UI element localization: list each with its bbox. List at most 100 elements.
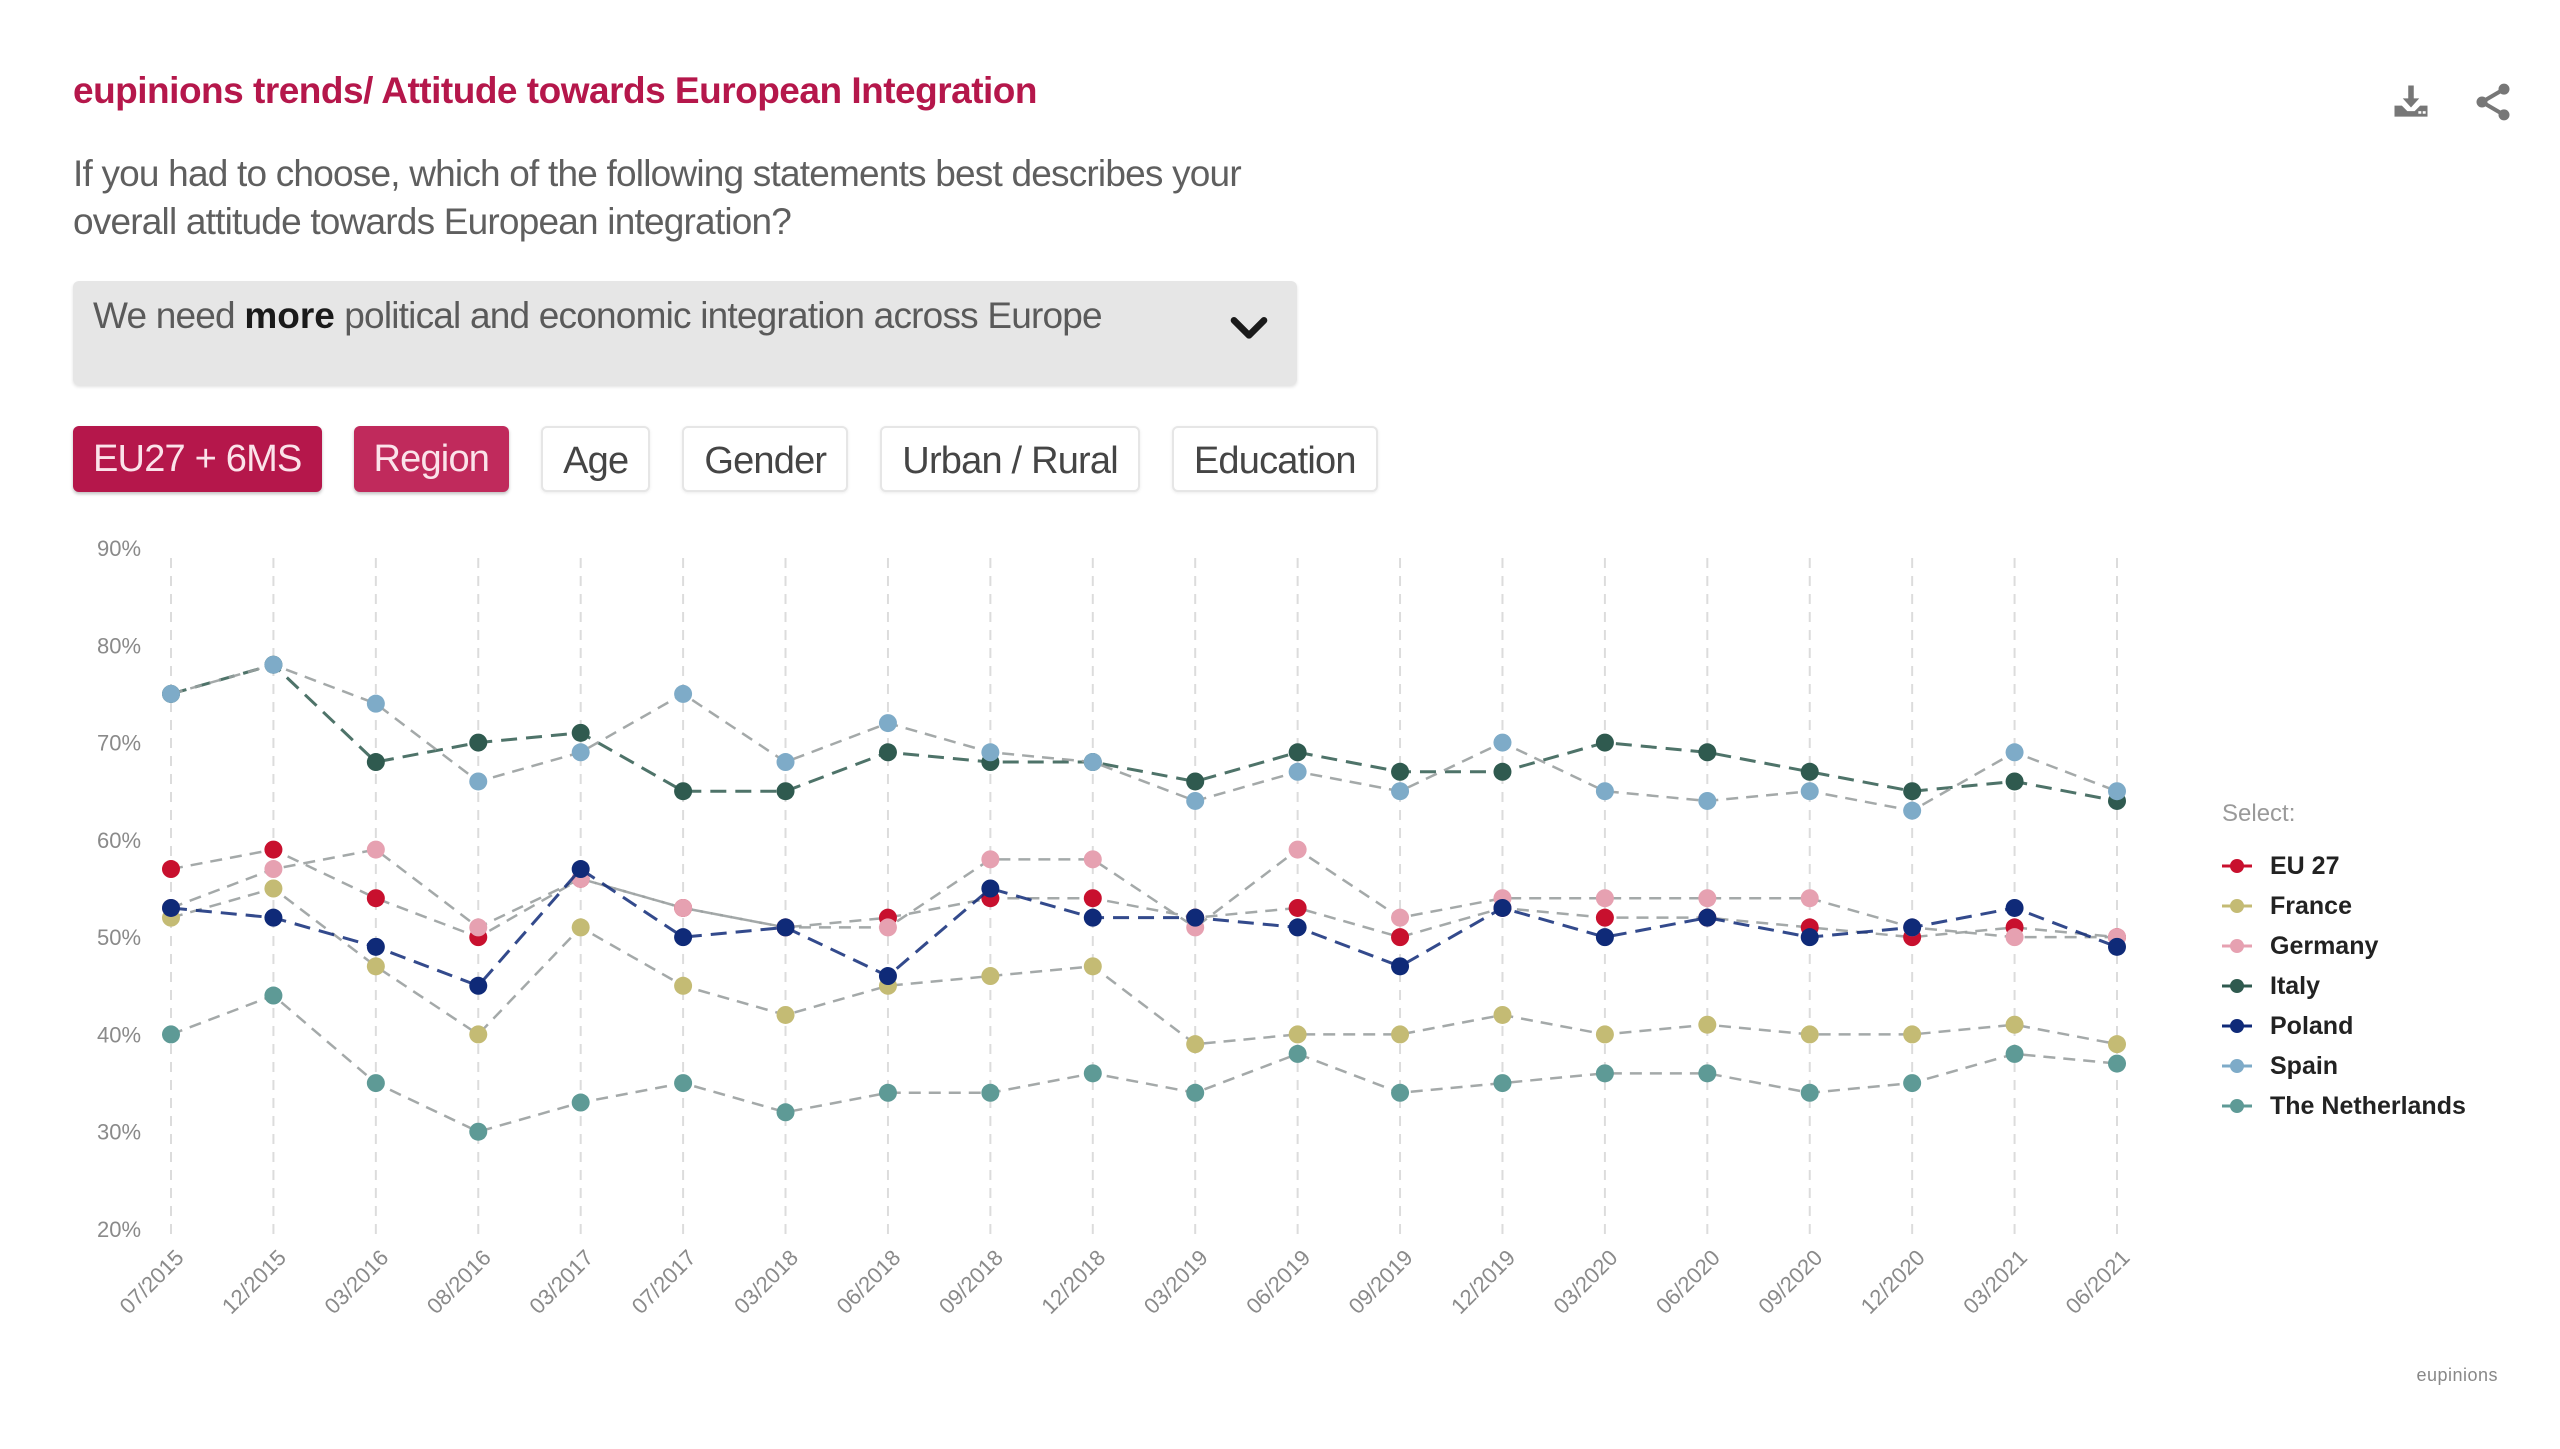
data-point[interactable] bbox=[674, 782, 693, 801]
data-point[interactable] bbox=[1698, 1064, 1717, 1083]
data-point[interactable] bbox=[469, 976, 488, 995]
data-point[interactable] bbox=[264, 879, 283, 898]
data-point[interactable] bbox=[878, 918, 897, 937]
data-point[interactable] bbox=[1083, 1064, 1102, 1083]
data-point[interactable] bbox=[162, 684, 180, 703]
data-point[interactable] bbox=[981, 967, 1000, 986]
data-point[interactable] bbox=[571, 1093, 590, 1112]
data-point[interactable] bbox=[1493, 762, 1512, 781]
data-point[interactable] bbox=[1903, 918, 1922, 937]
data-point[interactable] bbox=[1800, 1083, 1819, 1102]
data-point[interactable] bbox=[571, 743, 590, 762]
data-point[interactable] bbox=[981, 743, 1000, 762]
statement-dropdown[interactable]: We need more political and economic inte… bbox=[73, 281, 1297, 385]
data-point[interactable] bbox=[1595, 782, 1614, 801]
data-point[interactable] bbox=[2005, 772, 2024, 791]
data-point[interactable] bbox=[1391, 1083, 1410, 1102]
data-point[interactable] bbox=[1903, 1025, 1922, 1044]
data-point[interactable] bbox=[571, 918, 590, 937]
data-point[interactable] bbox=[1288, 762, 1307, 781]
data-point[interactable] bbox=[571, 860, 590, 879]
data-point[interactable] bbox=[366, 840, 385, 859]
data-point[interactable] bbox=[674, 1074, 693, 1093]
tab-gender[interactable]: Gender bbox=[682, 426, 849, 492]
tab-education[interactable]: Education bbox=[1171, 426, 1378, 492]
data-point[interactable] bbox=[1493, 1005, 1512, 1024]
data-point[interactable] bbox=[1391, 1025, 1410, 1044]
data-point[interactable] bbox=[366, 957, 385, 976]
data-point[interactable] bbox=[2108, 937, 2126, 956]
legend-item[interactable]: The Netherlands bbox=[2222, 1086, 2466, 1126]
data-point[interactable] bbox=[366, 694, 385, 713]
legend-item[interactable]: Italy bbox=[2222, 966, 2466, 1006]
tab-eu27-6ms[interactable]: EU27 + 6MS bbox=[73, 426, 322, 492]
data-point[interactable] bbox=[1186, 791, 1205, 810]
data-point[interactable] bbox=[264, 840, 283, 859]
data-point[interactable] bbox=[1698, 1015, 1717, 1034]
data-point[interactable] bbox=[469, 1122, 488, 1141]
data-point[interactable] bbox=[1903, 801, 1922, 820]
data-point[interactable] bbox=[981, 879, 1000, 898]
data-point[interactable] bbox=[1800, 782, 1819, 801]
data-point[interactable] bbox=[366, 937, 385, 956]
data-point[interactable] bbox=[1698, 791, 1717, 810]
data-point[interactable] bbox=[776, 1103, 795, 1122]
data-point[interactable] bbox=[1800, 928, 1819, 947]
data-point[interactable] bbox=[1288, 1044, 1307, 1063]
data-point[interactable] bbox=[1186, 1035, 1205, 1054]
data-point[interactable] bbox=[469, 772, 488, 791]
data-point[interactable] bbox=[2108, 782, 2126, 801]
share-icon[interactable] bbox=[2471, 80, 2515, 124]
data-point[interactable] bbox=[1288, 1025, 1307, 1044]
data-point[interactable] bbox=[469, 918, 488, 937]
tab-urban-rural[interactable]: Urban / Rural bbox=[880, 426, 1140, 492]
data-point[interactable] bbox=[264, 908, 283, 927]
data-point[interactable] bbox=[878, 967, 897, 986]
data-point[interactable] bbox=[1186, 772, 1205, 791]
data-point[interactable] bbox=[1493, 1074, 1512, 1093]
data-point[interactable] bbox=[264, 860, 283, 879]
data-point[interactable] bbox=[776, 782, 795, 801]
data-point[interactable] bbox=[1186, 908, 1205, 927]
data-point[interactable] bbox=[2005, 928, 2024, 947]
data-point[interactable] bbox=[1698, 889, 1717, 908]
data-point[interactable] bbox=[1800, 889, 1819, 908]
data-point[interactable] bbox=[1800, 762, 1819, 781]
data-point[interactable] bbox=[1391, 762, 1410, 781]
legend-item[interactable]: France bbox=[2222, 886, 2466, 926]
data-point[interactable] bbox=[1698, 908, 1717, 927]
data-point[interactable] bbox=[1083, 753, 1102, 772]
data-point[interactable] bbox=[366, 889, 385, 908]
data-point[interactable] bbox=[571, 723, 590, 742]
data-point[interactable] bbox=[981, 850, 1000, 869]
data-point[interactable] bbox=[1391, 908, 1410, 927]
data-point[interactable] bbox=[469, 733, 488, 752]
data-point[interactable] bbox=[2005, 1044, 2024, 1063]
legend-item[interactable]: Germany bbox=[2222, 926, 2466, 966]
data-point[interactable] bbox=[1493, 898, 1512, 917]
data-point[interactable] bbox=[2108, 1035, 2126, 1054]
tab-region[interactable]: Region bbox=[353, 426, 510, 492]
data-point[interactable] bbox=[776, 918, 795, 937]
data-point[interactable] bbox=[1391, 782, 1410, 801]
data-point[interactable] bbox=[1800, 1025, 1819, 1044]
data-point[interactable] bbox=[1595, 889, 1614, 908]
data-point[interactable] bbox=[674, 684, 693, 703]
data-point[interactable] bbox=[162, 860, 180, 879]
data-point[interactable] bbox=[1083, 908, 1102, 927]
data-point[interactable] bbox=[981, 1083, 1000, 1102]
data-point[interactable] bbox=[162, 898, 180, 917]
data-point[interactable] bbox=[1083, 850, 1102, 869]
data-point[interactable] bbox=[1083, 957, 1102, 976]
data-point[interactable] bbox=[162, 1025, 180, 1044]
data-point[interactable] bbox=[1698, 743, 1717, 762]
data-point[interactable] bbox=[264, 655, 283, 674]
data-point[interactable] bbox=[1391, 957, 1410, 976]
data-point[interactable] bbox=[878, 743, 897, 762]
data-point[interactable] bbox=[1288, 918, 1307, 937]
data-point[interactable] bbox=[1391, 928, 1410, 947]
data-point[interactable] bbox=[469, 1025, 488, 1044]
data-point[interactable] bbox=[1493, 733, 1512, 752]
data-point[interactable] bbox=[878, 1083, 897, 1102]
data-point[interactable] bbox=[366, 753, 385, 772]
